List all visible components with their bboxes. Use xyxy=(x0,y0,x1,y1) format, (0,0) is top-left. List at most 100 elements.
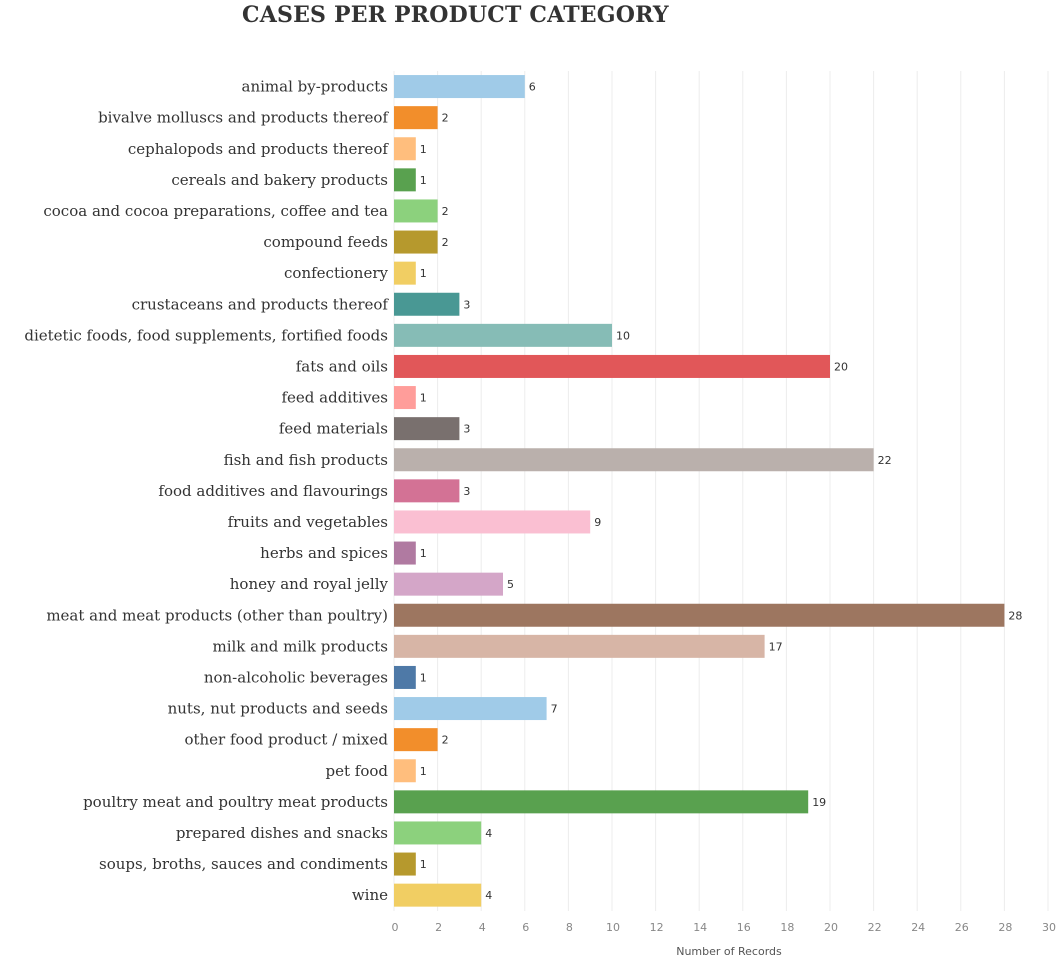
gridlines xyxy=(393,71,1049,911)
bar xyxy=(394,821,482,845)
bar xyxy=(394,790,809,814)
x-tick-label: 8 xyxy=(566,921,573,934)
bar xyxy=(394,292,460,316)
bar xyxy=(394,386,416,410)
value-label: 1 xyxy=(420,858,427,871)
value-label: 1 xyxy=(420,267,427,280)
category-label: fats and oils xyxy=(296,357,388,375)
value-label: 28 xyxy=(1008,609,1022,622)
category-label: crustaceans and products thereof xyxy=(132,295,390,313)
x-tick-label: 4 xyxy=(479,921,486,934)
value-label: 2 xyxy=(442,205,449,218)
x-tick-label: 18 xyxy=(780,921,794,934)
bar xyxy=(394,448,874,472)
value-label: 1 xyxy=(420,671,427,684)
bar xyxy=(394,665,416,689)
category-label: soups, broths, sauces and condiments xyxy=(99,855,388,873)
value-label: 2 xyxy=(442,112,449,125)
category-label: fruits and vegetables xyxy=(228,513,388,531)
value-label: 9 xyxy=(594,516,601,529)
category-labels: animal by-products bivalve molluscs and p… xyxy=(24,78,389,905)
value-label: 7 xyxy=(551,703,558,716)
value-label: 2 xyxy=(442,734,449,747)
category-label: cocoa and cocoa preparations, coffee and… xyxy=(43,202,388,220)
bar xyxy=(394,883,482,907)
value-label: 1 xyxy=(420,547,427,560)
bar xyxy=(394,697,547,721)
chart-title: CASES PER PRODUCT CATEGORY xyxy=(242,2,669,28)
bar xyxy=(394,852,416,876)
value-label: 22 xyxy=(878,454,892,467)
bar xyxy=(394,261,416,285)
value-label: 3 xyxy=(463,485,470,498)
value-label: 1 xyxy=(420,143,427,156)
x-tick-label: 6 xyxy=(522,921,529,934)
category-label: cereals and bakery products xyxy=(171,171,388,189)
category-label: feed additives xyxy=(282,389,389,407)
x-axis-ticks: 0 2 4 6 8 10 12 14 16 18 20 22 24 26 28 30 xyxy=(392,921,1057,934)
category-label: feed materials xyxy=(279,420,388,438)
category-label: wine xyxy=(352,886,388,904)
x-tick-label: 12 xyxy=(650,921,664,934)
bar xyxy=(394,417,460,441)
x-tick-label: 16 xyxy=(737,921,751,934)
value-label: 1 xyxy=(420,174,427,187)
category-label: animal by-products xyxy=(242,78,388,96)
value-label: 4 xyxy=(485,889,492,902)
bar xyxy=(394,106,438,130)
x-axis-title: Number of Records xyxy=(676,945,782,958)
x-tick-label: 24 xyxy=(911,921,925,934)
category-label: milk and milk products xyxy=(212,637,388,655)
value-label: 1 xyxy=(420,765,427,778)
value-label: 4 xyxy=(485,827,492,840)
category-label: confectionery xyxy=(284,264,388,282)
bar xyxy=(394,572,503,596)
category-label: other food product / mixed xyxy=(184,731,388,749)
bar xyxy=(394,728,438,752)
bar xyxy=(394,634,765,658)
value-label: 6 xyxy=(529,81,536,94)
value-label: 3 xyxy=(463,298,470,311)
value-label: 2 xyxy=(442,236,449,249)
category-label: prepared dishes and snacks xyxy=(176,824,388,842)
value-label: 17 xyxy=(769,640,783,653)
value-label: 3 xyxy=(463,423,470,436)
x-tick-label: 26 xyxy=(955,921,969,934)
bar xyxy=(394,230,438,254)
category-label: fish and fish products xyxy=(224,451,388,469)
category-label: non-alcoholic beverages xyxy=(204,668,388,686)
category-label: pet food xyxy=(326,762,389,780)
bar xyxy=(394,479,460,503)
x-tick-label: 14 xyxy=(693,921,707,934)
category-label: cephalopods and products thereof xyxy=(128,140,390,158)
bar xyxy=(394,510,591,534)
value-label: 19 xyxy=(812,796,826,809)
bar xyxy=(394,199,438,223)
value-label: 1 xyxy=(420,392,427,405)
x-tick-label: 20 xyxy=(824,921,838,934)
bars xyxy=(394,75,1005,907)
category-label: honey and royal jelly xyxy=(230,575,389,593)
x-tick-label: 0 xyxy=(392,921,399,934)
category-label: poultry meat and poultry meat products xyxy=(83,793,388,811)
value-label: 10 xyxy=(616,329,630,342)
bar xyxy=(394,323,612,347)
x-tick-label: 2 xyxy=(435,921,442,934)
x-tick-label: 10 xyxy=(606,921,620,934)
bar xyxy=(394,168,416,192)
x-tick-label: 30 xyxy=(1042,921,1056,934)
category-label: compound feeds xyxy=(263,233,388,251)
category-label: herbs and spices xyxy=(260,544,388,562)
bar xyxy=(394,541,416,565)
category-label: nuts, nut products and seeds xyxy=(168,700,388,718)
category-label: dietetic foods, food supplements, fortif… xyxy=(24,326,388,344)
bar xyxy=(394,75,525,99)
x-tick-label: 22 xyxy=(868,921,882,934)
value-label: 5 xyxy=(507,578,514,591)
value-label: 20 xyxy=(834,360,848,373)
bar xyxy=(394,603,1005,627)
category-label: food additives and flavourings xyxy=(158,482,388,500)
bar xyxy=(394,354,830,378)
